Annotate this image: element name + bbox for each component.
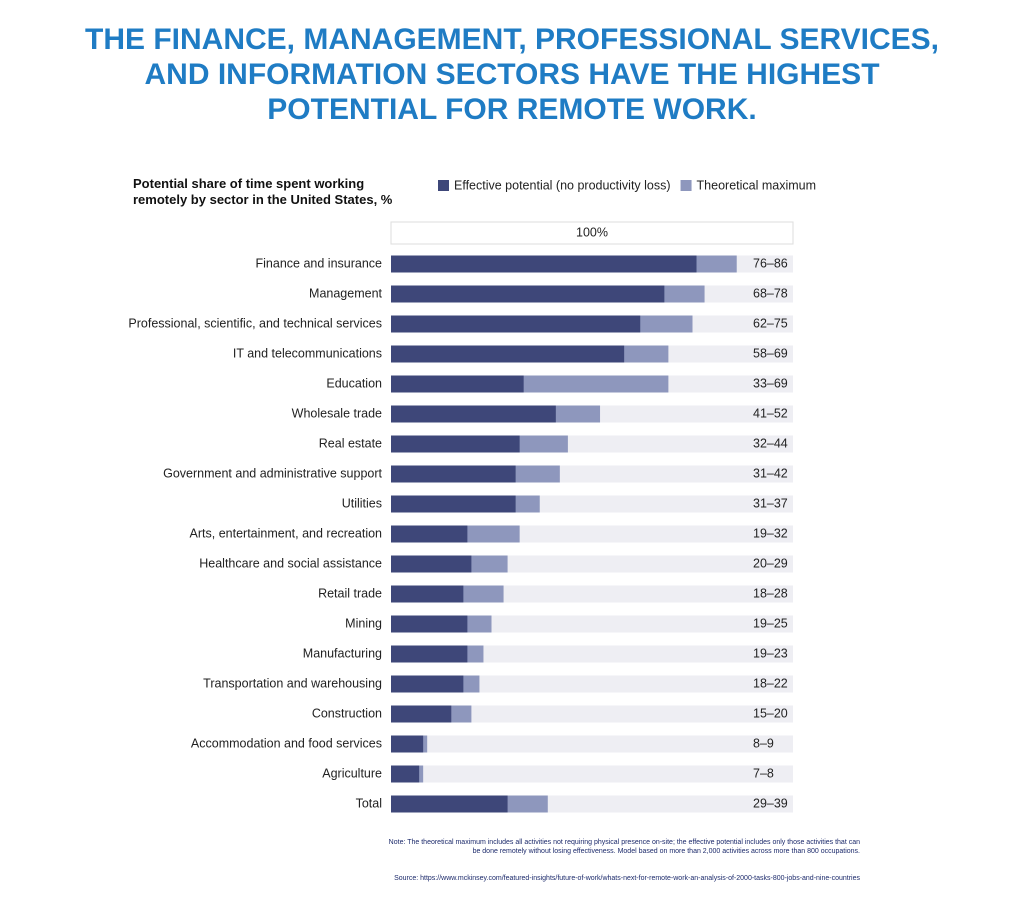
value-label: 19–25 — [753, 616, 788, 630]
value-label: 31–37 — [753, 496, 788, 510]
category-label: Retail trade — [318, 586, 382, 600]
source: Source: https://www.mckinsey.com/feature… — [394, 875, 860, 882]
legend-label: Theoretical maximum — [697, 178, 816, 192]
track — [391, 735, 793, 753]
category-label: Transportation and warehousing — [203, 676, 382, 690]
chart-title: THE FINANCE, MANAGEMENT, PROFESSIONAL SE… — [85, 23, 939, 126]
category-label: IT and telecommunications — [233, 346, 382, 360]
value-label: 19–23 — [753, 646, 788, 660]
bar — [391, 465, 516, 483]
value-label: 31–42 — [753, 466, 788, 480]
category-label: Accommodation and food services — [191, 736, 382, 750]
bar — [391, 255, 697, 273]
track — [391, 645, 793, 663]
bar — [391, 585, 464, 603]
bar — [391, 435, 520, 453]
bar — [391, 405, 556, 423]
category-label: Total — [356, 796, 382, 810]
bar — [391, 765, 420, 783]
value-label: 62–75 — [753, 316, 788, 330]
category-label: Healthcare and social assistance — [199, 556, 382, 570]
value-label: 58–69 — [753, 346, 788, 360]
bar — [391, 645, 468, 663]
category-label: Utilities — [342, 496, 382, 510]
value-label: 15–20 — [753, 706, 788, 720]
track — [391, 705, 793, 723]
category-label: Real estate — [319, 436, 382, 450]
value-label: 29–39 — [753, 796, 788, 810]
bar — [391, 705, 452, 723]
bar — [391, 375, 524, 393]
category-label: Wholesale trade — [292, 406, 382, 420]
bar — [391, 675, 464, 693]
value-label: 8–9 — [753, 736, 774, 750]
track — [391, 765, 793, 783]
bar — [391, 795, 508, 813]
category-label: Construction — [312, 706, 382, 720]
chart-subtitle: Potential share of time spent working re… — [133, 176, 393, 207]
bar — [391, 615, 468, 633]
category-label: Agriculture — [322, 766, 382, 780]
value-label: 33–69 — [753, 376, 788, 390]
track — [391, 675, 793, 693]
bar — [391, 525, 468, 543]
bar — [391, 495, 516, 513]
category-label: Arts, entertainment, and recreation — [190, 526, 383, 540]
legend-swatch — [438, 180, 449, 191]
value-label: 68–78 — [753, 286, 788, 300]
category-label: Manufacturing — [303, 646, 382, 660]
bar — [391, 285, 665, 303]
legend-swatch — [680, 180, 692, 191]
category-label: Professional, scientific, and technical … — [128, 316, 382, 330]
value-label: 20–29 — [753, 556, 788, 570]
bar — [391, 315, 641, 333]
bar — [391, 735, 424, 753]
note: Note: The theoretical maximum includes a… — [388, 839, 860, 855]
value-label: 41–52 — [753, 406, 788, 420]
category-label: Education — [326, 376, 382, 390]
bar — [391, 555, 472, 573]
x-tick-label: 100% — [576, 225, 608, 239]
category-label: Government and administrative support — [163, 466, 382, 480]
category-label: Management — [309, 286, 382, 300]
value-label: 18–22 — [753, 676, 788, 690]
value-label: 76–86 — [753, 256, 788, 270]
bar — [391, 345, 625, 363]
category-label: Finance and insurance — [256, 256, 383, 270]
value-label: 7–8 — [753, 766, 774, 780]
value-label: 18–28 — [753, 586, 788, 600]
value-label: 19–32 — [753, 526, 788, 540]
legend-label: Effective potential (no productivity los… — [454, 178, 671, 192]
category-label: Mining — [345, 616, 382, 630]
value-label: 32–44 — [753, 436, 788, 450]
